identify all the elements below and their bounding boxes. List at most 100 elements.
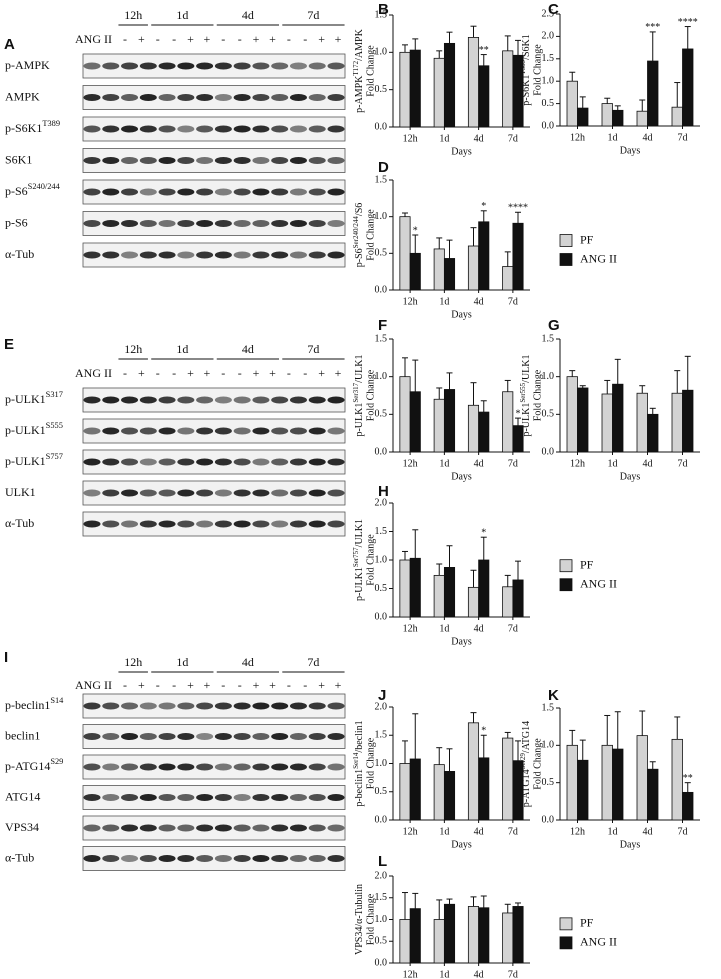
time-label: 12h — [124, 655, 142, 669]
bar — [577, 107, 589, 127]
bar — [409, 391, 421, 453]
sign: + — [204, 366, 211, 380]
bar — [671, 106, 683, 127]
label-part: /ULK1 — [354, 519, 365, 547]
bar — [601, 393, 613, 453]
y-axis-label: p-S6K1T389/S6K1 — [519, 34, 533, 105]
row-label: AMPK — [5, 89, 40, 103]
blot-band — [233, 62, 251, 70]
legend-swatch — [559, 559, 573, 573]
x-tick-label: 7d — [508, 623, 518, 634]
superscript: Ser240/244 — [352, 216, 360, 249]
x-tick-label: 12h — [403, 133, 418, 144]
label-part: S6K1 — [5, 152, 32, 166]
time-label: 1d — [176, 8, 188, 22]
blot-band — [83, 458, 101, 466]
blot-band — [177, 251, 195, 259]
sign: + — [318, 366, 325, 380]
blot-band — [289, 220, 307, 227]
blot-band — [102, 396, 120, 404]
panel-label: G — [548, 317, 560, 334]
label-part: p-ULK1 — [5, 454, 46, 468]
blot-band — [83, 62, 101, 70]
blot-band — [289, 702, 307, 710]
blot-band — [83, 763, 101, 771]
row-label: p-ULK1S757 — [5, 452, 63, 467]
blot-band — [177, 188, 195, 196]
blot-band — [139, 520, 157, 528]
label-part: p-AMPK — [5, 58, 50, 72]
blot-band — [139, 702, 157, 710]
blot-band — [196, 125, 214, 133]
blot-band — [233, 733, 251, 740]
blot-band — [158, 220, 176, 227]
bar — [512, 906, 524, 964]
label-part: /S6 — [354, 203, 365, 216]
bar — [577, 759, 589, 821]
bar — [399, 559, 411, 618]
bar — [443, 389, 456, 453]
label-part: p-ULK1 — [354, 567, 365, 601]
sign: - — [172, 366, 176, 380]
x-tick-label: 1d — [439, 623, 449, 634]
blot-band — [121, 125, 139, 133]
blot-band — [139, 188, 157, 196]
row-label: S6K1 — [5, 152, 32, 166]
sign: - — [123, 32, 127, 46]
sign: - — [172, 32, 176, 46]
y-axis-label: Fold Change — [365, 369, 376, 421]
blot-band — [83, 855, 101, 862]
sign: - — [156, 678, 160, 692]
blot-band — [177, 520, 195, 528]
blot-band — [289, 458, 307, 466]
y-axis-label: Fold Change — [532, 44, 543, 96]
blot-band — [327, 702, 345, 710]
time-label: 4d — [242, 342, 254, 356]
bar — [612, 383, 624, 453]
blot-band — [102, 427, 120, 435]
y-tick-label: 1.0 — [375, 914, 388, 925]
blot-band — [289, 489, 307, 497]
bar — [682, 48, 694, 127]
blot-band — [271, 188, 289, 196]
blot-band — [289, 763, 307, 771]
sign: + — [187, 678, 194, 692]
sign: + — [253, 32, 260, 46]
y-tick-label: 1.5 — [542, 702, 555, 713]
blot-band — [233, 427, 251, 435]
x-tick-label: 1d — [439, 826, 449, 837]
blot-band — [214, 733, 232, 740]
blot-band — [289, 824, 307, 832]
blot-band — [327, 427, 345, 435]
blot-band — [196, 824, 214, 832]
y-tick-label: 0.5 — [375, 84, 388, 95]
blot-band — [177, 824, 195, 832]
blot-band — [158, 188, 176, 196]
blot-band — [139, 125, 157, 133]
y-tick-label: 1.0 — [375, 758, 388, 769]
y-tick-label: 0.5 — [375, 248, 388, 259]
bar — [502, 912, 514, 964]
bar — [671, 392, 683, 453]
bar — [671, 738, 683, 821]
x-axis-label: Days — [620, 145, 641, 156]
blot-band — [252, 489, 270, 497]
blot-band — [177, 458, 195, 466]
blot-band — [83, 427, 101, 435]
blot-band — [196, 520, 214, 528]
x-tick-label: 4d — [474, 623, 484, 634]
bar — [647, 413, 659, 453]
blot-band — [121, 396, 139, 404]
sign: + — [269, 32, 276, 46]
legend-label: PF — [580, 232, 594, 246]
superscript: T172 — [352, 60, 360, 75]
blot-band — [327, 733, 345, 740]
row-label: ATG14 — [5, 789, 40, 803]
blot-band — [102, 94, 120, 101]
blot-band — [83, 520, 101, 528]
bar — [478, 757, 490, 821]
sign: - — [156, 366, 160, 380]
y-tick-label: 1.5 — [375, 333, 388, 344]
label-part: α-Tub — [5, 850, 34, 864]
blot-band — [158, 62, 176, 70]
